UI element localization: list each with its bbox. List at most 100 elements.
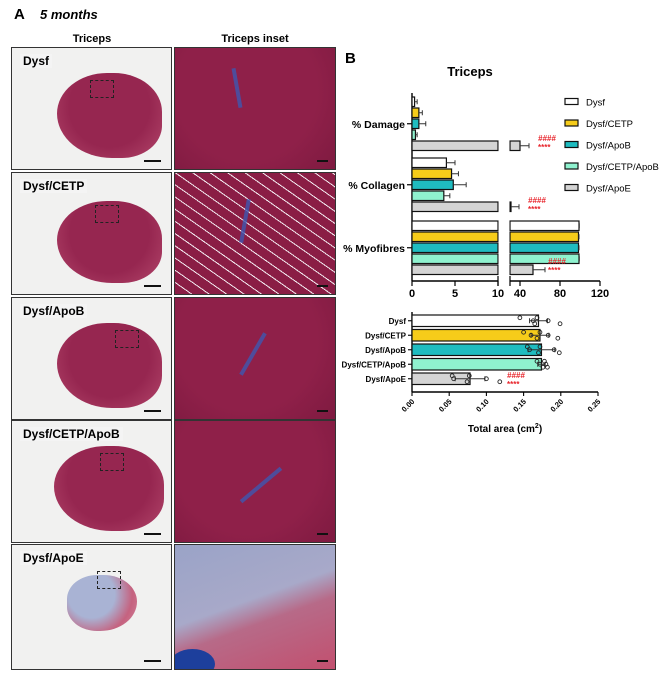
category-label: Dysf/CETP [365, 331, 407, 340]
bar [411, 357, 543, 371]
legend-swatch [564, 183, 579, 192]
data-point [537, 329, 543, 335]
overview-image-dysf-apob: Dysf/ApoB [11, 297, 172, 420]
data-point [534, 315, 540, 321]
scale-bar [144, 285, 161, 287]
scale-bar [144, 410, 161, 412]
data-point [497, 379, 503, 385]
category-label: % Damage [352, 119, 405, 131]
inset-region-marker [95, 205, 119, 223]
x-axis-label: Total area (cm2) [468, 423, 542, 435]
bar-continued [509, 253, 580, 265]
panel-a-letter: A [14, 6, 25, 23]
bar [411, 96, 416, 108]
inset-region-marker [97, 571, 121, 589]
panel-a-subtitle: 5 months [40, 7, 98, 22]
bar-continued [509, 264, 534, 276]
x-tick-label: 40 [514, 288, 526, 300]
bar [411, 107, 420, 119]
x-tick-label: 5 [452, 288, 458, 300]
bar [411, 220, 499, 232]
inset-image-dysf-cetp [174, 172, 336, 295]
legend-swatch [564, 140, 579, 149]
significance-stars: **** [538, 143, 551, 152]
overview-image-dysf-cetp-apob: Dysf/CETP/ApoB [11, 420, 172, 543]
bar [411, 157, 448, 169]
data-point [545, 332, 551, 338]
data-point [545, 318, 551, 324]
bar [411, 129, 417, 141]
bar [411, 190, 445, 202]
bar [411, 118, 420, 130]
muscle-section [57, 73, 162, 158]
scale-bar [144, 533, 161, 535]
inset-image-dysf [174, 47, 336, 170]
data-point [545, 364, 550, 370]
legend-swatch [564, 119, 579, 127]
scale-bar [144, 160, 161, 162]
tissue-composition-chart: Triceps % Damage % Collagen % Myofibres ####… [343, 64, 659, 300]
bar [411, 314, 540, 328]
genotype-label: Dysf/ApoE [20, 551, 87, 565]
scale-bar [144, 660, 161, 662]
bar-continued [509, 201, 512, 213]
significance-hash: #### [548, 257, 566, 266]
bar-continued [509, 242, 580, 254]
column-header-triceps: Triceps [72, 33, 112, 45]
legend-label: Dysf/CETP/ApoB [586, 162, 659, 173]
data-point [551, 347, 557, 353]
data-point [537, 361, 543, 367]
data-point [521, 329, 526, 335]
data-point [517, 315, 523, 321]
muscle-section [57, 323, 162, 408]
muscle-section [54, 446, 164, 531]
x-tick-label: 0.00 [400, 397, 417, 414]
bar-continued [509, 140, 521, 152]
legend-label: Dysf/CETP [586, 119, 633, 130]
category-label: % Myofibres [343, 243, 405, 255]
overview-image-dysf: Dysf [11, 47, 172, 170]
legend-label: Dysf/ApoB [586, 141, 631, 152]
genotype-label: Dysf/CETP/ApoB [20, 427, 123, 441]
data-point [534, 358, 540, 364]
significance-stars: **** [507, 380, 520, 389]
genotype-label: Dysf/ApoB [20, 304, 88, 318]
category-label: Dysf/CETP/ApoB [342, 360, 407, 369]
x-tick-label: 80 [554, 288, 566, 300]
inset-region-marker [100, 453, 124, 471]
muscle-section [67, 575, 137, 631]
chart-title: Triceps [447, 64, 493, 79]
x-tick-label: 0 [409, 288, 415, 300]
x-tick-label: 0.05 [437, 397, 454, 414]
bar [411, 242, 499, 254]
x-tick-label: 10 [492, 288, 504, 300]
overview-image-dysf-cetp: Dysf/CETP [11, 172, 172, 295]
inset-image-dysf-apoe [174, 544, 336, 670]
vessel-region [175, 649, 215, 669]
bar [411, 140, 499, 152]
x-tick-label: 0.15 [511, 397, 528, 414]
data-point [451, 376, 457, 382]
legend-label: Dysf/ApoE [586, 184, 631, 195]
inset-image-dysf-apob [174, 297, 336, 420]
x-tick-label: 0.10 [474, 397, 491, 414]
data-point [537, 344, 543, 350]
significance-hash: #### [528, 196, 546, 205]
bar [411, 253, 499, 265]
bar [411, 231, 499, 243]
data-point [555, 335, 561, 341]
data-point [464, 379, 470, 385]
bar [411, 179, 454, 191]
x-tick-label: 0.25 [586, 397, 603, 414]
bar [411, 343, 543, 357]
data-point [536, 350, 541, 356]
bar-continued [509, 220, 580, 232]
data-point [557, 321, 563, 327]
inset-image-dysf-cetp-apob [174, 420, 336, 543]
category-label: Dysf/ApoE [366, 375, 407, 384]
legend-swatch [564, 162, 579, 170]
significance-hash: #### [507, 371, 525, 380]
data-point [556, 350, 562, 356]
scale-bar [317, 410, 328, 412]
significance-stars: **** [548, 266, 561, 275]
